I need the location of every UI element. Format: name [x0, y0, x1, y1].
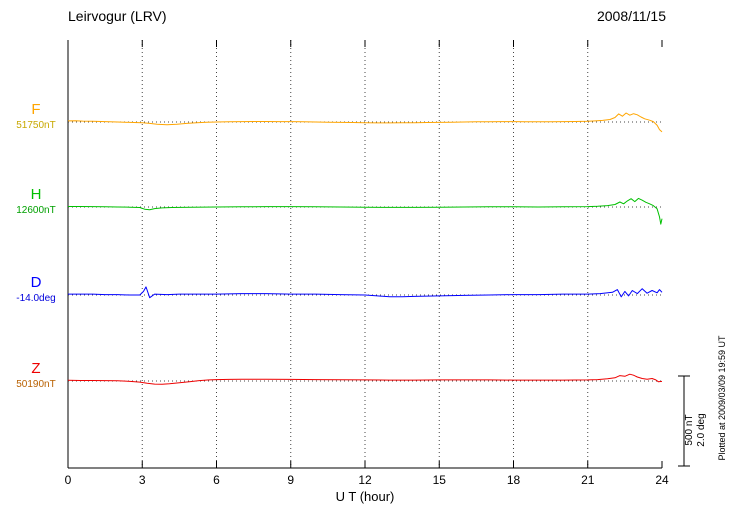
x-tick-label: 24 [655, 473, 669, 487]
trace-label-Z: Z 50190nT [4, 361, 68, 391]
plotted-at-note: Plotted at 2009/03/09 19:59 UT [717, 335, 727, 461]
trace-baseline-value-D: -14.0deg [16, 293, 56, 304]
trace-label-D: D -14.0deg [4, 275, 68, 305]
trace-Z [67, 373, 663, 385]
scale-bar-nt-label: 500 nT [684, 414, 695, 446]
trace-letter-H: H [30, 186, 42, 203]
x-tick-label: 21 [581, 473, 595, 487]
x-tick-label: 15 [433, 473, 447, 487]
scale-bar-deg-label: 2.0 deg [696, 413, 707, 447]
x-tick-label: 0 [65, 473, 72, 487]
x-tick-label: 12 [358, 473, 372, 487]
trace-F [67, 112, 663, 133]
x-tick-label: 3 [139, 473, 146, 487]
x-tick-label: 9 [287, 473, 294, 487]
trace-letter-Z: Z [31, 360, 41, 377]
x-tick-label: 6 [213, 473, 220, 487]
date-label: 2008/11/15 [596, 8, 666, 24]
trace-baseline-value-Z: 50190nT [16, 379, 56, 390]
x-tick-label: 18 [507, 473, 521, 487]
trace-label-H: H 12600nT [4, 187, 68, 217]
trace-H [68, 197, 663, 225]
trace-baseline-value-H: 12600nT [16, 205, 56, 216]
x-axis-title: U T (hour) [335, 489, 395, 504]
station-title: Leirvogur (LRV) [68, 8, 167, 24]
trace-baseline-value-F: 51750nT [16, 120, 56, 131]
trace-D [68, 286, 663, 299]
scale-bar-labels: 500 nT 2.0 deg [684, 384, 708, 476]
trace-letter-F: F [31, 101, 41, 118]
trace-label-F: F 51750nT [4, 102, 68, 132]
trace-letter-D: D [30, 274, 42, 291]
